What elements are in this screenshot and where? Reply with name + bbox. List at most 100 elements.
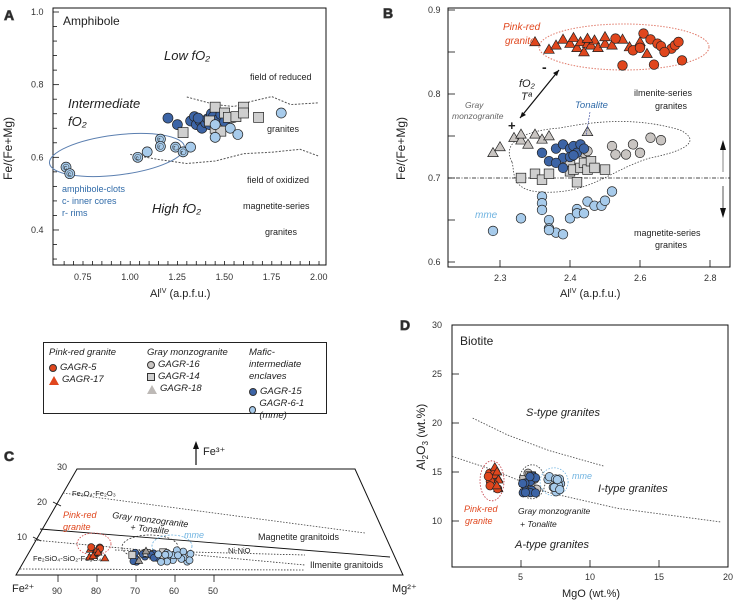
fo2-arrowhead-down-icon <box>520 112 526 118</box>
fo2-arrow <box>519 69 560 119</box>
label-mme-d: mme <box>572 471 592 481</box>
point-circle <box>617 60 628 71</box>
left-tick-c <box>52 501 62 507</box>
circle-marker-icon <box>147 361 155 369</box>
triangle-marker-icon <box>49 375 59 385</box>
point-circle <box>578 208 590 219</box>
x-tick-label-b: 2.6 <box>634 273 647 283</box>
bottom-tick-label-c: 90 <box>52 586 62 596</box>
clot-tag-c: c <box>64 165 68 172</box>
point-c-circle <box>174 551 182 560</box>
panel-b: B 0.9 0.8 0.7 0.6 2.3 2.4 2.6 2.8 Pink-red gra… <box>383 5 731 300</box>
point-clot <box>64 168 76 180</box>
bottom-tick-label-c: 50 <box>208 586 218 596</box>
point-circle <box>610 33 621 44</box>
fo2-arrowhead-up-icon <box>553 70 559 76</box>
lower-buffer <box>19 568 306 571</box>
legend-group-title: Pink-red granite <box>49 347 117 358</box>
label-monzogranite-b: monzogranite <box>452 111 504 121</box>
point-circle <box>645 132 656 143</box>
label-high-fo2: High fO₂ <box>152 201 201 216</box>
point-circle <box>634 147 646 158</box>
legend-group-title: Mafic-intermediate <box>249 347 302 370</box>
label-pink-red-b: Pink-red <box>503 22 541 33</box>
y-axis-label-a: Fe/(Fe+Mg) <box>1 117 15 180</box>
circle-marker-icon <box>249 388 257 396</box>
point-square <box>253 112 264 123</box>
x-tick-label-d: 10 <box>585 572 595 582</box>
y-tick-label-a: 1.0 <box>31 7 44 17</box>
clot-ring <box>179 148 187 156</box>
x-axis-label-a: AlIV (a.p.f.u.) <box>150 288 210 300</box>
label-ni-nio: Ni-NiO <box>228 546 251 555</box>
point-circle <box>192 112 204 124</box>
point-circle <box>515 213 527 224</box>
x-axis-label-b: AlIV (a.p.f.u.) <box>560 288 620 300</box>
point-circle <box>224 122 236 134</box>
circle-marker-icon <box>49 364 57 372</box>
label-reduced-granites: granites <box>267 124 300 134</box>
point-circle <box>209 119 221 130</box>
clot-ring <box>134 154 142 161</box>
point-circle <box>536 204 548 216</box>
point-circle <box>550 157 562 169</box>
point-triangle <box>557 33 569 44</box>
clot-tag-r: r <box>158 144 161 151</box>
x-axis-label-d: MgO (wt.%) <box>562 588 620 600</box>
plot-frame-d <box>451 324 729 568</box>
point-d-circle <box>520 487 531 498</box>
plot-frame-b <box>447 7 731 268</box>
x-tick-label-d: 5 <box>518 572 523 582</box>
y-tick-label-b: 0.6 <box>428 257 441 267</box>
label-minus: - <box>542 59 547 75</box>
y-tick-label-d: 20 <box>432 418 442 428</box>
ternary-frame <box>15 468 404 576</box>
point-circle <box>673 36 684 48</box>
x-tick-label-a: 2.00 <box>310 272 328 282</box>
clot-tag-r: r <box>158 137 161 144</box>
point-triangle <box>515 128 527 139</box>
point-circle <box>638 28 649 39</box>
point-triangle <box>581 32 594 43</box>
point-c-circle <box>157 558 165 566</box>
point-circle <box>599 195 611 206</box>
y-tick-label-b: 0.9 <box>428 5 441 15</box>
bottom-axis-c: 90 80 70 60 50 <box>52 575 218 596</box>
point-triangle <box>494 140 506 152</box>
legend: Pink-red granite GAGR-5 GAGR-17 Gray mon… <box>43 342 327 421</box>
x-tick-label-a: 1.25 <box>168 272 186 282</box>
point-c-circle <box>161 550 170 559</box>
gray-tonalite-envelope <box>509 121 691 193</box>
y-axis-b: 0.9 0.8 0.7 0.6 <box>428 5 455 267</box>
point-d-circle <box>518 478 528 488</box>
title-biotite: Biotite <box>460 334 494 348</box>
pink-red-envelope <box>538 23 710 71</box>
label-fe2: Fe²⁺ <box>12 583 35 595</box>
point-triangle <box>641 47 653 58</box>
point-clot <box>132 151 144 163</box>
label-intermediate: Intermediate <box>68 96 140 111</box>
bottom-tick-label-c: 70 <box>130 586 140 596</box>
x-tick-label-b: 2.3 <box>494 273 507 283</box>
legend-item-gagr-15: GAGR-15 <box>249 386 326 398</box>
points-c <box>84 543 195 566</box>
point-circle <box>557 162 569 174</box>
left-tick-label-c: 10 <box>17 532 27 542</box>
clot-tag-r: r <box>181 149 184 156</box>
fe3-arrow-icon <box>193 441 199 449</box>
point-triangle <box>550 39 562 50</box>
label-intermediate-fo2: fO₂ <box>68 114 87 129</box>
label-field-oxidized: field of oxidized <box>247 175 309 185</box>
y-axis-label-b: Fe/(Fe+Mg) <box>394 117 408 180</box>
bottom-tick-label-c: 60 <box>169 586 179 596</box>
triangle-marker-icon <box>147 384 157 394</box>
clot-tag-c: c <box>136 155 140 162</box>
point-circle <box>564 213 576 224</box>
point-circle <box>627 139 639 150</box>
point-circle <box>634 42 646 53</box>
point-circle <box>648 59 660 70</box>
point-triangle <box>564 37 576 48</box>
y-tick-label-b: 0.7 <box>428 173 441 183</box>
